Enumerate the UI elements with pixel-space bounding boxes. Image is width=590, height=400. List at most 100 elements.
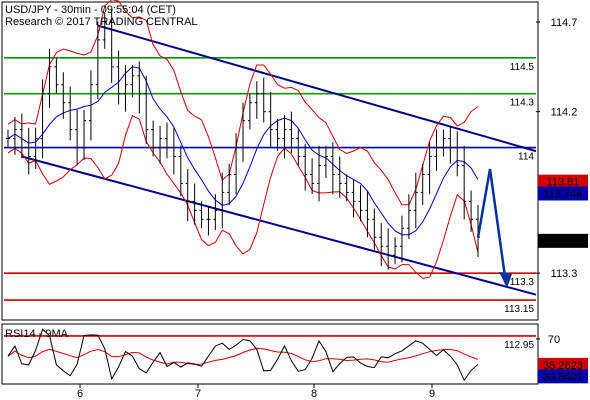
candle-61 [427,142,432,195]
candle-37 [261,77,266,123]
candle-28 [199,201,204,229]
price-tick-label-0: 114.7 [551,17,578,29]
rsi-badge-bg-1 [538,369,588,384]
channel-lower [21,155,537,296]
rsi-badge-1: 33.5401 [538,369,588,384]
rsi-title: RSI14 - 9MA [5,328,69,340]
candle-13 [95,21,100,100]
price-tick-label-2: 113.3 [551,268,578,280]
candle-7 [54,57,59,94]
axis-ticks: 114.7 114.2 113.3 70 6 7 8 9 [77,17,577,400]
rsi-lines [7,328,479,382]
rsi-line [7,328,479,382]
price-badge-label-2: 113.48 [547,236,580,248]
candle-53 [372,208,377,250]
candle-21 [151,120,156,157]
main-panel-frame [1,1,539,321]
candle-65 [455,131,460,177]
trend-channel [21,24,537,296]
price-badge-bg-1 [538,186,588,201]
candle-14 [102,12,107,49]
level-label-0: 114.5 [510,62,535,73]
candle-11 [82,109,87,161]
candle-59 [413,172,418,229]
level-label-3: 113.3 [510,277,535,288]
candle-25 [178,145,183,196]
candle-18 [130,65,135,98]
forecast-path [476,168,508,285]
candle-52 [365,190,370,238]
candle-30 [213,194,218,231]
candle-15 [109,9,114,83]
time-tick-label-3: 9 [429,388,435,400]
candle-60 [420,163,425,205]
candle-49 [344,174,349,202]
candle-32 [227,163,232,205]
candle-35 [247,93,252,130]
candle-16 [116,50,121,105]
channel-upper [97,24,537,153]
level-label-2: 114 [518,152,534,163]
candle-63 [441,129,446,157]
price-badge-0: 113.81 [538,174,588,189]
candle-64 [448,126,453,164]
candle-1 [12,117,17,155]
candle-17 [123,65,128,112]
rsi-badge-0: 35.2623 [538,357,588,372]
candles [6,9,480,270]
candle-27 [192,183,197,225]
candle-2 [19,113,24,159]
candle-39 [275,118,280,152]
candle-51 [358,185,363,222]
time-tick-label-2: 8 [311,388,317,400]
time-tick-label-0: 6 [77,388,83,400]
candle-56 [393,237,398,265]
candle-66 [462,145,467,220]
price-badge-label-0: 113.81 [547,177,580,189]
forecast-arrow [476,168,512,288]
candle-43 [303,143,308,191]
header-line-1: USD/JPY - 30min - 09:55:04 (CET) [5,4,176,16]
candle-34 [241,102,245,162]
candle-3 [26,127,31,175]
rsi-tick-label-0: 70 [548,334,560,346]
candle-48 [337,156,342,198]
candle-33 [234,133,239,195]
candle-4 [33,127,38,170]
candle-40 [282,115,287,159]
candle-67 [469,190,474,232]
candle-26 [185,169,190,222]
price-badge-bg-0 [538,174,588,189]
candle-57 [399,215,404,263]
price-badge-1: 113.744 [538,186,588,201]
bollinger-lower [7,114,479,279]
moving-average [7,66,479,236]
level-label-5: 112.95 [504,340,534,351]
candle-38 [268,91,273,148]
rsi-panel-frame [1,323,539,385]
rsi-badge-label-1: 33.5401 [543,371,583,383]
candle-5 [40,79,45,159]
bollinger-upper [7,0,479,206]
candle-46 [323,145,328,179]
candle-55 [386,228,391,270]
candle-20 [144,75,149,144]
candle-45 [317,145,322,202]
candle-22 [158,126,163,164]
candle-44 [310,158,315,195]
horizontal-levels: 114.5 114.3 114 113.3 113.15 112.95 [4,57,536,351]
price-badge-label-1: 113.744 [544,188,583,200]
candle-8 [61,72,66,119]
candle-31 [220,172,225,229]
header-line-2: Research © 2017 TRADING CENTRAL [5,16,198,28]
candle-36 [254,81,259,119]
rsi-badge-label-0: 35.2623 [543,360,583,372]
forecast-arrowhead [499,271,512,288]
candle-0 [6,129,10,148]
candle-12 [88,70,93,141]
ma-line [7,66,479,236]
price-badge-2: 113.48 [538,233,588,248]
level-label-1: 114.3 [510,98,535,109]
rsi-badge-bg-0 [538,357,588,372]
